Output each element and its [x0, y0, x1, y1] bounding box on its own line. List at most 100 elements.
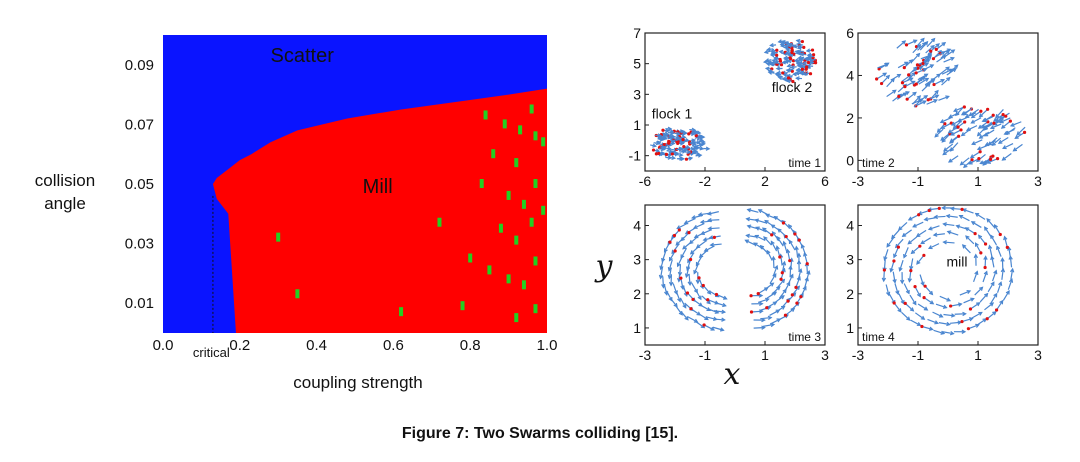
agent-arrow [911, 53, 920, 63]
y-tick-label: 3 [633, 252, 641, 268]
agent-arrow [890, 260, 895, 272]
figure-caption: Figure 7: Two Swarms colliding [15]. [401, 425, 679, 442]
phase-diagram: Scatter Mill 0.0 0.2 0.4 0.6 0.8 1.0 0.01 0.03… [35, 35, 558, 392]
green-cell [533, 131, 538, 141]
agent-arrowhead [897, 308, 902, 313]
agent-arrowhead [684, 316, 689, 321]
agent-dot [960, 207, 964, 211]
agent-arrowhead [770, 240, 775, 245]
agent-arrowhead [904, 61, 909, 66]
agent-arrowhead [801, 60, 807, 66]
agent-arrow [917, 63, 929, 69]
agent-arrow [776, 236, 784, 247]
agent-arrowhead [883, 256, 888, 261]
agent-arrow [883, 270, 885, 282]
agent-dot [810, 48, 815, 52]
agent-arrow [930, 43, 940, 52]
agent-arrow [669, 250, 676, 261]
agent-dot [702, 323, 706, 327]
agent-arrowhead [795, 76, 800, 81]
agent-arrowhead [930, 44, 935, 50]
agent-arrowhead [660, 135, 665, 141]
agent-arrowhead [667, 126, 673, 132]
x-tick-labels: 0.0 0.2 0.4 0.6 0.8 1.0 [153, 337, 558, 354]
snapshot-panel: -6 -2 2 6 -1 1 3 5 7 time 1 flock 1 flock 2 [629, 25, 830, 189]
agent-arrowhead [948, 114, 953, 119]
agent-dot [677, 228, 681, 232]
agent-dot [799, 295, 803, 299]
agent-arrow [983, 121, 993, 131]
y-tick-label: 2 [846, 286, 854, 302]
agent-arrow [1010, 121, 1022, 127]
agent-arrowhead [1014, 134, 1019, 139]
agent-arrowhead [884, 62, 889, 68]
agent-arrowhead [912, 91, 917, 96]
agent-arrow [987, 158, 998, 164]
agent-arrowhead [786, 67, 792, 72]
agent-arrowhead [968, 160, 973, 165]
agent-arrowhead [685, 137, 690, 143]
agent-arrow [797, 269, 802, 281]
agent-arrow [791, 285, 800, 296]
agent-arrowhead [911, 80, 916, 85]
agent-arrowhead [664, 131, 670, 137]
agent-arrow [776, 279, 785, 289]
agent-arrowhead [943, 147, 948, 152]
agent-arrow [979, 108, 989, 118]
agent-dot [770, 233, 774, 237]
agent-arrowhead [912, 223, 917, 228]
green-cell [479, 179, 484, 188]
agent-arrowhead [685, 145, 691, 150]
agent-arrowhead [968, 112, 974, 117]
agent-arrowhead [942, 304, 948, 309]
agent-arrow [996, 246, 1002, 257]
green-cell [514, 158, 519, 168]
flock-label: flock 2 [772, 79, 813, 95]
agent-arrow [894, 283, 899, 295]
agent-arrowhead [990, 234, 995, 239]
x-tick-label: 1 [761, 347, 769, 363]
agent-arrowhead [775, 245, 780, 250]
agent-arrow [708, 219, 720, 221]
agent-arrow [692, 214, 704, 219]
agent-dot [968, 307, 973, 311]
agent-arrowhead [996, 245, 1001, 250]
mill-label: Mill [363, 176, 393, 198]
agent-arrowhead [661, 145, 667, 150]
agent-arrowhead [671, 139, 677, 144]
agent-arrowhead [660, 146, 666, 152]
x-tick-label: 6 [821, 173, 829, 189]
agent-arrow [704, 245, 715, 252]
agent-arrowhead [971, 141, 976, 146]
agent-arrowhead [886, 243, 891, 248]
agent-arrow [941, 133, 951, 143]
agent-dot [780, 271, 784, 275]
x-tick-label: 0.2 [229, 337, 250, 354]
x-tick-label: -3 [852, 347, 865, 363]
agent-arrow [675, 290, 681, 302]
y-tick-label: 6 [846, 25, 854, 41]
agent-arrowhead [918, 98, 923, 103]
agent-dot [902, 66, 906, 70]
agent-arrow [694, 231, 705, 238]
agent-arrow [991, 137, 1002, 146]
agent-arrowhead [663, 248, 668, 253]
agent-dot [905, 97, 909, 101]
agent-dot [1004, 114, 1008, 118]
agent-arrowhead [676, 262, 681, 268]
agent-arrowhead [781, 260, 787, 266]
mill-panel-label: mill [947, 253, 968, 269]
agent-dot [985, 317, 989, 321]
agent-dot [687, 231, 691, 235]
agent-arrowhead [686, 149, 692, 155]
agent-arrowhead [966, 289, 972, 295]
agent-arrowhead [950, 56, 955, 61]
agent-arrowhead [696, 140, 701, 145]
agent-arrow [703, 236, 715, 241]
agent-arrow [920, 237, 931, 245]
agent-arrow [990, 235, 997, 246]
agent-arrowhead [881, 277, 887, 283]
agent-arrowhead [889, 268, 894, 273]
agent-arrowhead [973, 253, 979, 259]
agent-arrow [771, 286, 781, 295]
